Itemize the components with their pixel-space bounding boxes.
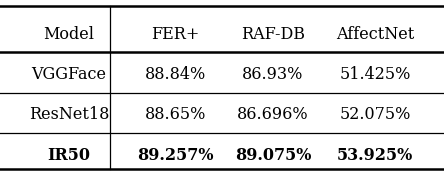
Text: VGGFace: VGGFace xyxy=(32,66,106,83)
Text: Model: Model xyxy=(44,26,94,43)
Text: 88.65%: 88.65% xyxy=(145,106,206,123)
Text: 53.925%: 53.925% xyxy=(337,147,413,164)
Text: FER+: FER+ xyxy=(151,26,199,43)
Text: AffectNet: AffectNet xyxy=(336,26,414,43)
Text: ResNet18: ResNet18 xyxy=(28,106,109,123)
Text: 86.93%: 86.93% xyxy=(242,66,304,83)
Text: 86.696%: 86.696% xyxy=(237,106,309,123)
Text: 89.075%: 89.075% xyxy=(235,147,311,164)
Text: 52.075%: 52.075% xyxy=(340,106,411,123)
Text: RAF-DB: RAF-DB xyxy=(241,26,305,43)
Text: IR50: IR50 xyxy=(48,147,90,164)
Text: 89.257%: 89.257% xyxy=(137,147,214,164)
Text: 51.425%: 51.425% xyxy=(340,66,411,83)
Text: 88.84%: 88.84% xyxy=(145,66,206,83)
